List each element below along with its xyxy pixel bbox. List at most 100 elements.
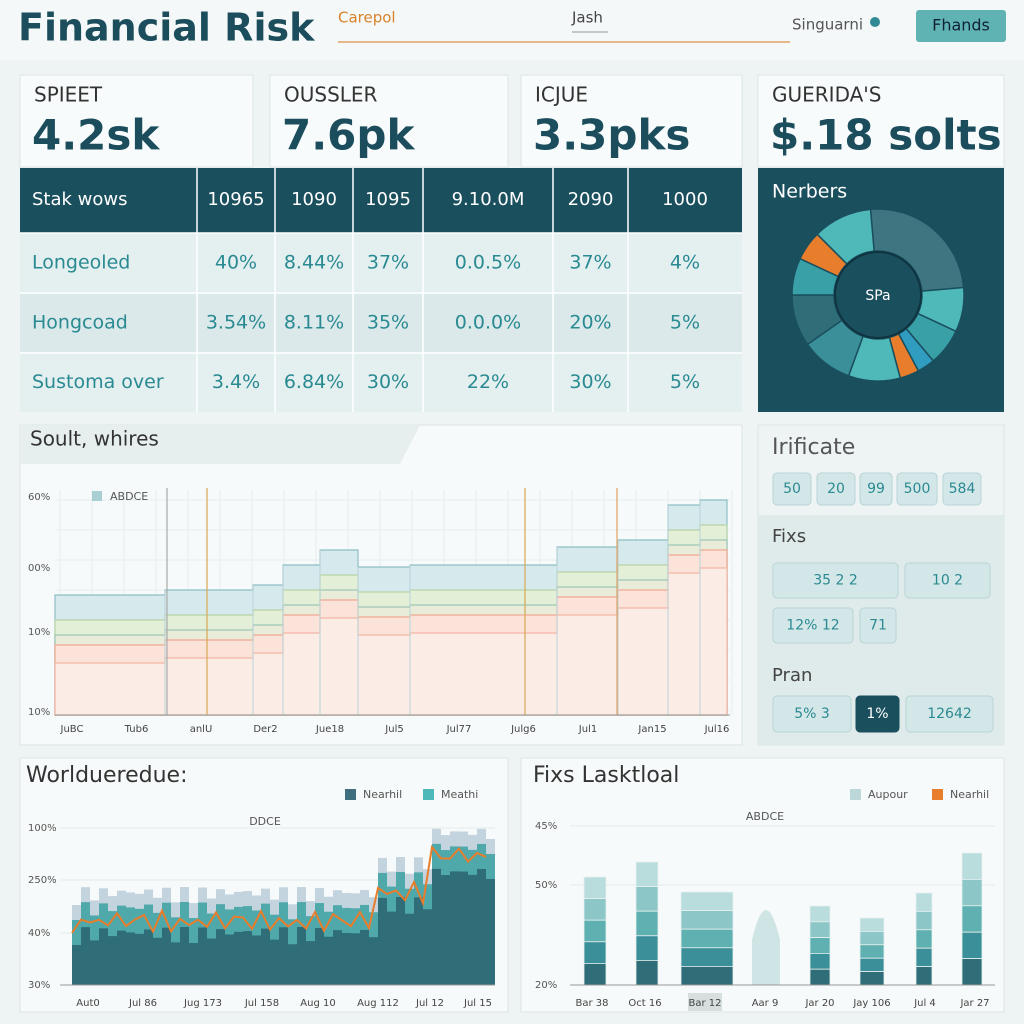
bar-segment xyxy=(635,861,659,888)
area-column xyxy=(207,938,216,985)
bar-segment xyxy=(961,931,983,960)
kpi-value: 3.3pks xyxy=(533,111,690,160)
table-cell: 6.84% xyxy=(284,371,344,393)
legend-swatch xyxy=(423,789,434,800)
bar-segment xyxy=(680,928,734,949)
table-cell: 8.11% xyxy=(284,312,344,334)
nav-item[interactable]: Jash xyxy=(571,9,603,27)
area-column xyxy=(351,933,360,985)
x-tick-label: Julg6 xyxy=(510,724,536,735)
chip[interactable] xyxy=(859,472,893,506)
chip[interactable] xyxy=(772,607,854,644)
kpi-card xyxy=(520,74,743,168)
x-tick-label: Aar 9 xyxy=(752,998,779,1009)
chart-title: Worldueredue: xyxy=(26,763,187,788)
nav-item[interactable]: Carepol xyxy=(338,9,396,27)
table-cell: Longeoled xyxy=(32,252,130,274)
area-column xyxy=(243,931,252,985)
y-tick-label: 10% xyxy=(28,627,50,638)
area-column xyxy=(126,932,135,985)
chip[interactable] xyxy=(896,472,938,506)
area-column xyxy=(423,909,432,985)
kpi-label: SPIEET xyxy=(34,83,103,107)
bar-segment xyxy=(859,971,885,986)
table-cell: 35% xyxy=(367,312,409,334)
chart-title: Fixs Lasktloal xyxy=(533,763,679,788)
area-column xyxy=(315,928,324,985)
location-icon xyxy=(870,17,880,27)
button[interactable] xyxy=(916,10,1006,42)
table-cell: 37% xyxy=(367,252,409,274)
table-row xyxy=(20,353,742,412)
area-column xyxy=(99,928,108,985)
chip[interactable] xyxy=(772,472,812,506)
area-column xyxy=(216,929,225,985)
chip[interactable] xyxy=(816,472,856,506)
chip[interactable] xyxy=(772,562,899,599)
bar-segment xyxy=(809,953,831,970)
chip-label[interactable]: 71 xyxy=(869,618,887,634)
bar-segment xyxy=(635,910,659,937)
chip-label[interactable]: 99 xyxy=(867,481,885,497)
bar-segment xyxy=(809,968,831,986)
x-tick-label: Jul 15 xyxy=(463,998,492,1009)
x-tick-label: Jul16 xyxy=(704,724,730,735)
area-column xyxy=(450,871,459,985)
chip-label[interactable]: 35 2 2 xyxy=(813,573,858,589)
chip-label[interactable]: 584 xyxy=(949,481,976,497)
chip-label[interactable]: 5% 3 xyxy=(794,706,830,722)
chip-label[interactable]: 12% 12 xyxy=(786,618,839,634)
legend-swatch xyxy=(850,789,861,800)
table-cell: 30% xyxy=(367,371,409,393)
chip[interactable] xyxy=(855,695,900,733)
area-column xyxy=(477,868,486,985)
y-tick-label: 10% xyxy=(28,707,50,718)
area-column xyxy=(414,897,423,985)
area-column xyxy=(405,913,414,985)
chip-label[interactable]: 20 xyxy=(827,481,845,497)
bar-segment xyxy=(859,957,885,973)
x-tick-label: Bar 38 xyxy=(575,998,608,1009)
legend-label: Aupour xyxy=(868,788,908,801)
kpi-label: ICJUE xyxy=(535,83,588,107)
x-highlight xyxy=(688,993,722,1011)
chip-label[interactable]: 10 2 xyxy=(932,573,963,589)
button-label[interactable]: Fhands xyxy=(932,16,990,35)
chip-label[interactable]: 500 xyxy=(904,481,931,497)
x-tick-label: Der2 xyxy=(253,724,277,735)
table-header-cell: Stak wows xyxy=(32,189,128,210)
chip[interactable] xyxy=(772,695,852,733)
table-header-cell: 1000 xyxy=(662,189,708,210)
bar-segment xyxy=(680,891,734,912)
x-tick-label: Jar 20 xyxy=(804,998,834,1009)
legend-label: Meathi xyxy=(441,788,478,801)
y-tick-label: 20% xyxy=(535,980,557,991)
kpi-label: OUSSLER xyxy=(284,83,378,107)
kpi-value: 7.6pk xyxy=(282,111,415,160)
x-tick-label: Aut0 xyxy=(76,998,99,1009)
bar-segment xyxy=(809,921,831,938)
chip[interactable] xyxy=(905,695,994,733)
bar-segment xyxy=(635,960,659,986)
area-column xyxy=(387,911,396,985)
chip[interactable] xyxy=(859,607,897,644)
chip-label[interactable]: 12642 xyxy=(927,706,972,722)
chip-label[interactable]: 50 xyxy=(783,481,801,497)
table-header xyxy=(20,168,742,233)
chip[interactable] xyxy=(904,562,991,599)
bar-segment xyxy=(680,966,734,986)
table-row xyxy=(20,233,742,293)
section-title: Pran xyxy=(772,665,812,686)
y-tick-label: 60% xyxy=(28,492,50,503)
chip-label[interactable]: 1% xyxy=(866,706,888,722)
table-cell: 30% xyxy=(569,371,611,393)
x-tick-label: Tub6 xyxy=(124,724,149,735)
area-column xyxy=(81,927,90,985)
table-cell: 4% xyxy=(670,252,700,274)
kpi-label: GUERIDA'S xyxy=(772,83,882,107)
bar-segment xyxy=(583,876,607,900)
chip[interactable] xyxy=(942,472,982,506)
bar-segment xyxy=(809,905,831,923)
